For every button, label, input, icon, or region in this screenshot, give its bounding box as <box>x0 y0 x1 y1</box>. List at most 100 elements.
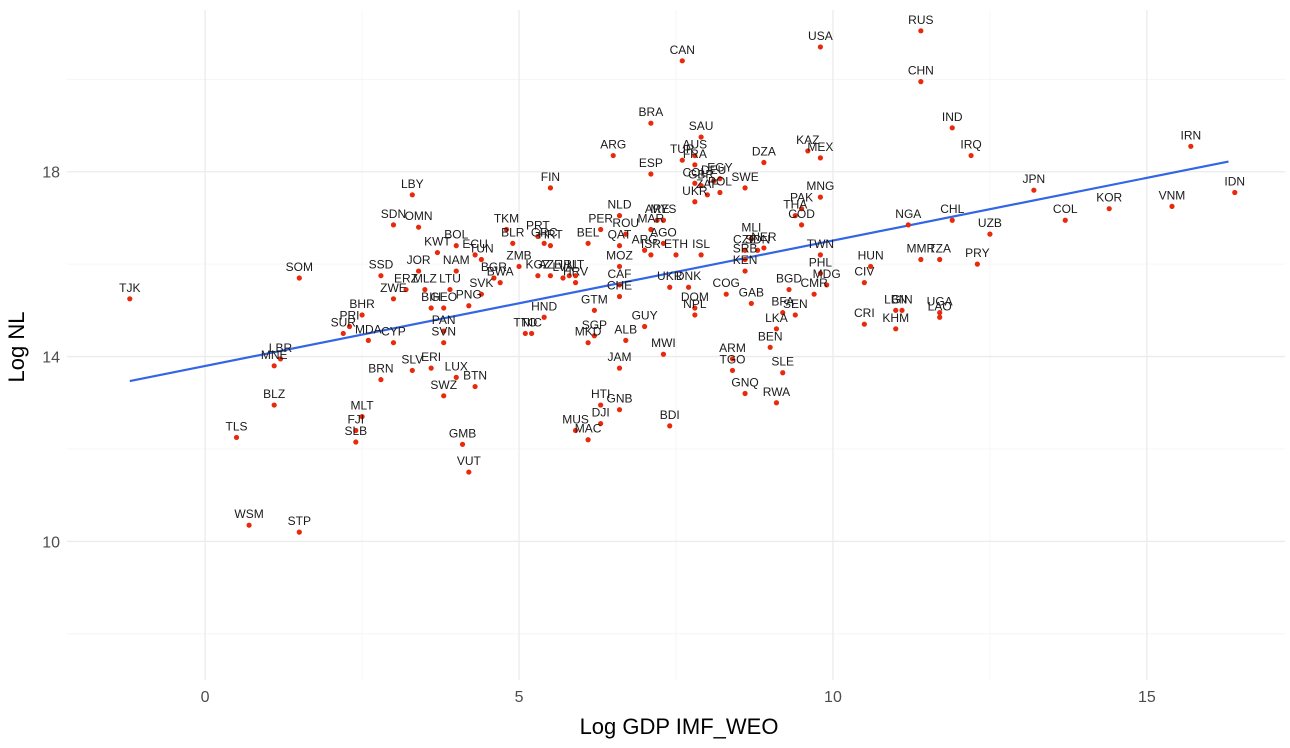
data-point <box>522 330 528 337</box>
data-point <box>698 134 704 140</box>
y-axis-title: Log NL <box>4 312 29 383</box>
point-label: KGZ <box>526 258 551 272</box>
data-point <box>359 414 365 420</box>
point-label: SWE <box>731 170 758 184</box>
data-point <box>692 312 698 318</box>
point-label: BEL <box>577 225 600 239</box>
point-label: FIN <box>541 170 560 184</box>
point-label: BGR <box>481 260 507 274</box>
point-label: QAT <box>608 228 632 242</box>
data-point <box>717 176 723 182</box>
data-point <box>711 178 717 184</box>
data-point <box>698 252 704 258</box>
data-point <box>535 273 541 279</box>
point-label: SLB <box>344 424 367 438</box>
data-point <box>616 365 623 371</box>
data-point <box>648 252 654 258</box>
point-label: ECU <box>462 237 487 251</box>
point-label: DEU <box>701 163 726 177</box>
data-point <box>296 529 302 535</box>
point-label: TUR <box>670 142 695 156</box>
data-point <box>937 256 943 263</box>
data-point <box>453 243 459 249</box>
data-point <box>893 326 899 332</box>
data-point <box>937 310 943 316</box>
point-label: MAC <box>575 422 602 436</box>
point-label: SDN <box>745 232 770 246</box>
data-point <box>572 280 579 286</box>
data-point <box>968 152 974 159</box>
data-point <box>748 236 754 242</box>
data-point <box>1062 217 1068 223</box>
data-point <box>403 286 409 293</box>
point-label: KWT <box>424 235 451 249</box>
data-point <box>742 256 748 263</box>
point-label: BTN <box>463 369 487 383</box>
data-point <box>378 273 384 279</box>
data-point <box>761 159 767 166</box>
point-label: ARG <box>600 138 626 152</box>
data-point <box>1031 187 1037 193</box>
point-label: ARE <box>645 202 670 216</box>
data-point <box>585 340 591 346</box>
data-point <box>949 125 955 131</box>
data-point <box>616 293 623 300</box>
data-point <box>642 323 648 330</box>
data-point <box>773 400 780 406</box>
data-point <box>698 182 704 189</box>
data-point <box>572 273 579 279</box>
data-point <box>654 217 660 223</box>
point-label: COG <box>713 276 740 290</box>
data-point <box>1188 143 1194 149</box>
point-label: UZB <box>978 216 1002 230</box>
data-point <box>453 268 459 274</box>
point-label: MYS <box>650 202 676 216</box>
point-label: TKM <box>494 211 519 225</box>
point-label: BIH <box>421 290 441 304</box>
data-point <box>717 189 723 196</box>
x-axis-ticks: 0 5 10 15 <box>201 689 1156 706</box>
point-label: PRY <box>965 246 989 260</box>
data-point <box>899 307 905 313</box>
data-point <box>761 245 767 251</box>
data-point <box>987 231 993 237</box>
point-label: DOM <box>681 290 709 304</box>
data-point <box>648 120 654 126</box>
data-point <box>598 420 604 427</box>
data-point <box>409 367 415 374</box>
point-label: MNE <box>261 348 288 362</box>
point-label: LTU <box>439 272 461 286</box>
data-point <box>566 273 572 279</box>
data-point <box>893 307 899 313</box>
point-label: MNG <box>806 179 834 193</box>
data-point <box>623 231 629 237</box>
point-label: HUN <box>858 248 884 262</box>
point-label: FJI <box>347 412 364 426</box>
data-point <box>390 296 397 302</box>
point-label: MWI <box>651 336 676 350</box>
data-point <box>817 270 824 276</box>
point-label: ARG <box>632 232 658 246</box>
data-point <box>616 213 623 219</box>
point-label: DNK <box>676 269 701 283</box>
point-label: GMB <box>449 426 476 440</box>
point-label: USA <box>808 29 833 43</box>
point-label: SAU <box>689 119 714 133</box>
point-label: TGO <box>720 352 746 366</box>
data-point <box>616 407 623 413</box>
data-point <box>428 365 434 371</box>
data-point <box>685 284 692 290</box>
data-point <box>905 222 911 228</box>
point-label: ZAF <box>696 177 719 191</box>
data-points <box>127 28 1238 535</box>
point-label: ESP <box>639 156 663 170</box>
data-point <box>598 226 604 233</box>
point-label: MMR <box>907 242 936 256</box>
point-label: PRT <box>526 218 550 232</box>
data-point <box>516 263 522 270</box>
data-point <box>472 383 478 390</box>
data-point <box>466 303 472 309</box>
data-point <box>1169 203 1175 209</box>
point-label: HRV <box>563 265 588 279</box>
point-label: ERZ <box>394 272 418 286</box>
